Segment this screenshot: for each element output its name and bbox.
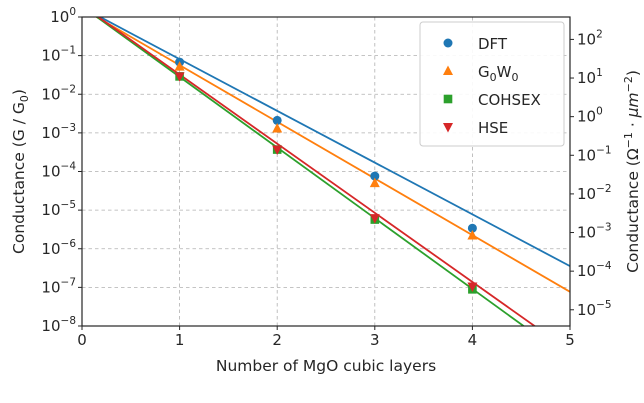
legend: DFT G0W0 COHSEX HSE xyxy=(419,21,565,147)
fit-line-hse xyxy=(96,17,537,326)
y2-tick-label: 10−1 xyxy=(577,144,612,164)
data-point-g0w0 xyxy=(467,230,478,240)
y2-tick-label: 100 xyxy=(577,106,603,126)
y2-tick-label: 101 xyxy=(577,67,603,87)
y2-tick-label: 10−2 xyxy=(577,183,612,203)
legend-marker-dft xyxy=(443,38,453,48)
data-point-hse xyxy=(369,214,380,224)
data-point-dft xyxy=(272,115,282,125)
fit-line-cohsex xyxy=(95,17,526,326)
data-point-dft xyxy=(370,171,380,181)
x-axis-ticks: 0 1 2 3 4 5 xyxy=(77,326,575,349)
y-axis-ticks: 100 10−1 10−2 10−3 10−4 10−5 10−6 10−7 10−8 xyxy=(41,6,82,335)
legend-label-dft: DFT xyxy=(478,35,508,53)
fit-line-g0w0 xyxy=(94,17,570,293)
data-point-hse xyxy=(272,145,283,156)
data-point-g0w0 xyxy=(369,177,380,188)
legend-marker-cohsex xyxy=(443,94,453,104)
legend-label-g0w0: G0W0 xyxy=(478,63,518,84)
y-axis-label: Conductance (G / G0) xyxy=(10,89,31,254)
x-tick-label: 1 xyxy=(175,331,185,349)
fit-line-dft xyxy=(98,17,570,267)
y2-tick-label: 10−4 xyxy=(577,260,612,280)
y-tick-label: 10−1 xyxy=(41,45,76,65)
legend-marker-g0w0 xyxy=(443,65,453,75)
legend-box xyxy=(419,21,565,147)
y2-tick-label: 10−3 xyxy=(577,222,612,242)
x-tick-label: 4 xyxy=(468,331,478,349)
y-tick-label: 100 xyxy=(50,6,76,26)
data-point-dft xyxy=(467,223,477,233)
y-tick-label: 10−7 xyxy=(41,276,76,296)
legend-marker-hse xyxy=(443,123,453,133)
y-tick-label: 10−6 xyxy=(41,238,76,258)
y-tick-label: 10−8 xyxy=(41,315,76,335)
data-point-g0w0 xyxy=(174,61,185,71)
y2-tick-label: 102 xyxy=(577,28,603,48)
x-tick-label: 0 xyxy=(77,331,87,349)
y-tick-label: 10−2 xyxy=(41,83,76,103)
y-tick-label: 10−3 xyxy=(41,122,76,142)
legend-label-hse: HSE xyxy=(478,119,508,137)
y2-tick-label: 10−5 xyxy=(577,299,612,319)
y-tick-label: 10−5 xyxy=(41,199,76,219)
x-tick-label: 5 xyxy=(565,331,575,349)
y2-axis-ticks: 102 101 100 10−1 10−2 10−3 10−4 10−5 xyxy=(570,28,612,319)
x-axis-label: Number of MgO cubic layers xyxy=(216,357,436,375)
fit-lines xyxy=(94,17,570,326)
legend-label-cohsex: COHSEX xyxy=(478,91,541,109)
data-point-hse xyxy=(467,282,478,293)
y-tick-label: 10−4 xyxy=(41,161,76,181)
y2-axis-label: Conductance (Ω−1 · μm−2) xyxy=(622,70,642,273)
data-markers xyxy=(174,57,478,294)
data-point-hse xyxy=(174,72,185,82)
x-tick-label: 3 xyxy=(370,331,380,349)
data-point-g0w0 xyxy=(272,122,283,133)
x-tick-label: 2 xyxy=(272,331,282,349)
